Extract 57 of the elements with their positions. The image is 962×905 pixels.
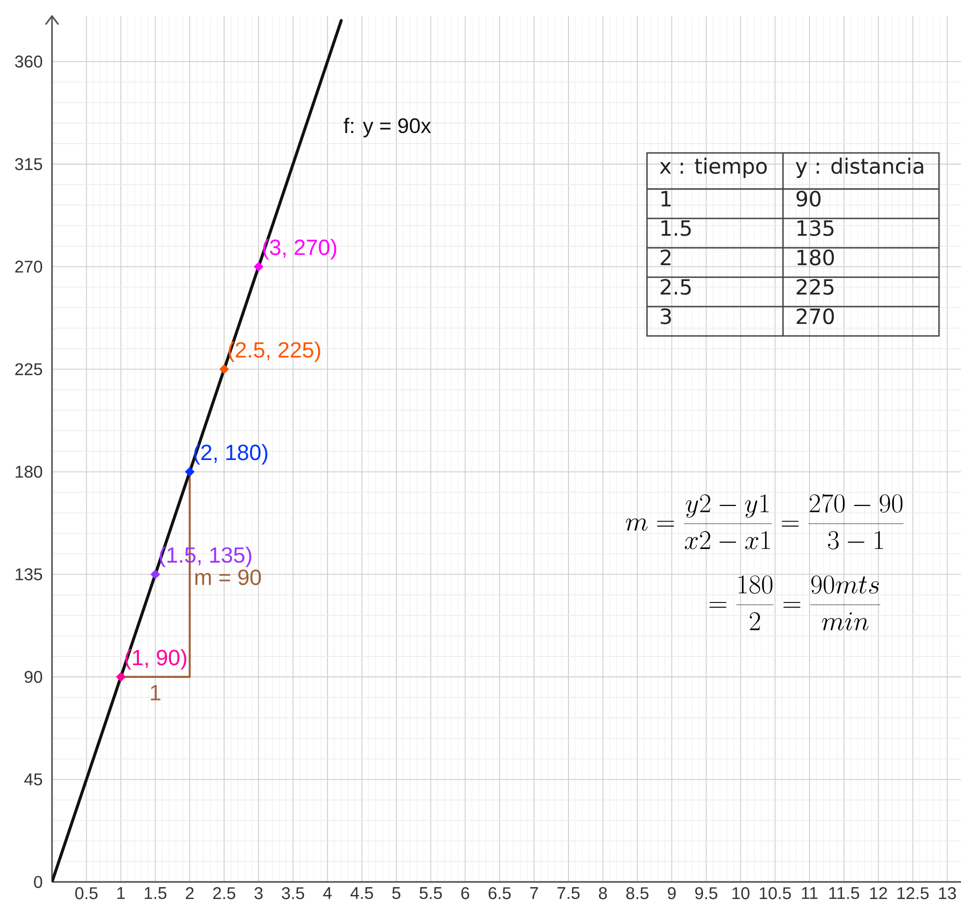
x-tick-label: 7 <box>530 887 538 899</box>
x-tick-label: 4 <box>323 887 332 899</box>
y-tick-label: 315 <box>15 158 42 170</box>
x-tick-label: 5 <box>392 887 400 900</box>
x-tick-label: 7.5 <box>558 887 580 900</box>
x-tick-label: 9.5 <box>695 887 718 900</box>
y-tick-label: 135 <box>16 568 42 580</box>
y-tick-label: 90 <box>24 670 42 683</box>
y-tick-label: 270 <box>15 260 42 273</box>
y-tick-label: 0 <box>34 876 42 888</box>
point <box>150 569 160 580</box>
annotation: 2.5 <box>660 278 691 295</box>
x-tick-label: 0.5 <box>75 887 98 900</box>
x-tick-label: 11.5 <box>829 887 860 900</box>
annotation: x : tiempo <box>660 158 767 178</box>
point <box>219 364 230 374</box>
x-tick-label: 1.5 <box>144 887 166 900</box>
x-tick-label: 4.5 <box>350 887 373 900</box>
point <box>184 466 195 477</box>
annotation: 225 <box>796 278 834 295</box>
x-tick-label: 13 <box>939 887 956 900</box>
annotation: $= \frac{180}{2} = \frac{90mts}{min}$ <box>709 575 880 630</box>
x-tick-label: 11 <box>802 887 818 899</box>
x-tick-label: 12 <box>870 887 887 900</box>
annotation: 1.5 <box>662 220 691 236</box>
x-tick-label: 9 <box>668 887 676 900</box>
x-tick-label: 10 <box>732 887 750 900</box>
x-tick-label: 8.5 <box>626 887 648 900</box>
annotation: 90 <box>796 190 821 207</box>
x-tick-label: 5.5 <box>420 887 442 900</box>
x-tick-label: 10.5 <box>760 887 791 900</box>
y-tick-label: 360 <box>15 56 42 68</box>
point <box>116 672 126 682</box>
annotation: $m = \frac{y2 - y1}{x2 - x1} = \frac{270 - 90}{3 - 1}$ <box>626 494 904 550</box>
x-tick-label: 6 <box>461 887 470 900</box>
annotation: 1 <box>662 191 671 206</box>
annotation: 3 <box>660 308 671 324</box>
annotation: 1 <box>150 685 160 700</box>
series-label: f: y = 90x <box>344 118 431 138</box>
y-tick-label: 225 <box>15 363 42 376</box>
annotation: y : distancia <box>796 158 924 178</box>
annotation: 180 <box>798 250 834 266</box>
annotation: 270 <box>796 308 834 324</box>
x-tick-label: 1 <box>117 887 125 899</box>
x-tick-label: 3 <box>254 887 263 900</box>
x-tick-label: 12.5 <box>898 887 929 900</box>
point <box>254 262 264 272</box>
x-tick-label: 8 <box>598 887 607 900</box>
y-tick-label: 180 <box>16 466 42 478</box>
x-tick-label: 6.5 <box>488 887 511 900</box>
y-tick-label: 45 <box>24 774 42 786</box>
x-tick-label: 2 <box>186 887 194 900</box>
series-label: m = 90 <box>195 570 261 586</box>
annotation: 135 <box>798 220 834 236</box>
x-tick-label: 3.5 <box>282 887 304 900</box>
annotation: 2 <box>660 250 670 266</box>
x-tick-label: 2.5 <box>213 887 236 900</box>
